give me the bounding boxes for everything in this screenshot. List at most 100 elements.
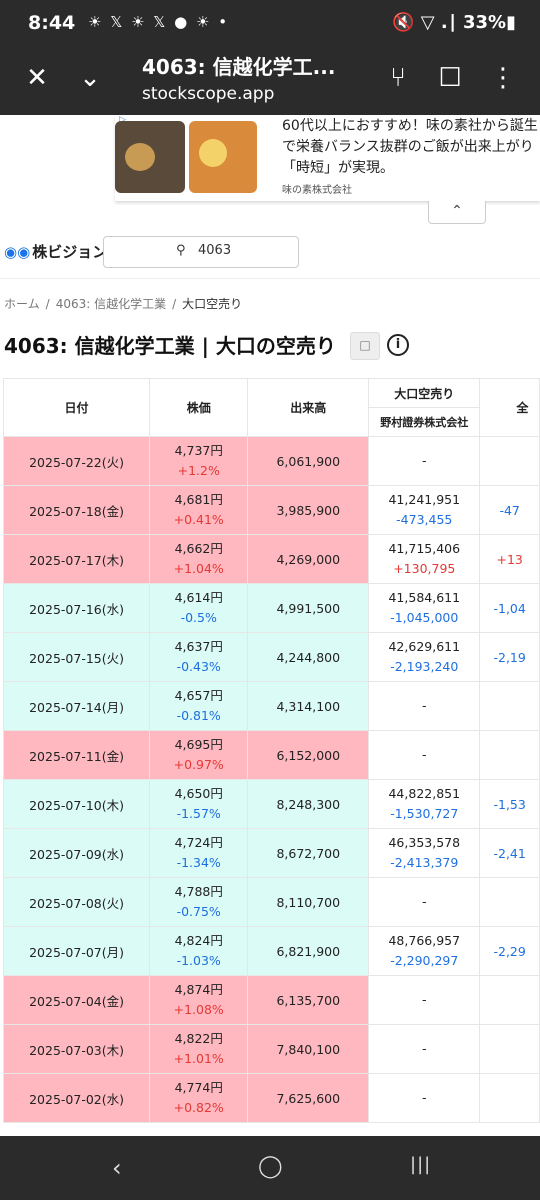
short-selling-table: 日付 株価 出来高 大口空売り 全 野村證券株式会社 2025-07-22(火)…	[2, 378, 540, 1123]
short-balance: -	[422, 698, 427, 713]
price-value: 4,662円	[174, 541, 223, 556]
back-icon[interactable]: ‹	[112, 1154, 122, 1182]
page-url[interactable]: stockscope.app	[142, 84, 275, 104]
breadcrumb-home[interactable]: ホーム	[4, 297, 40, 311]
price-change-pct: -0.5%	[180, 610, 217, 625]
header-date[interactable]: 日付	[2, 378, 151, 437]
cell-next-col	[479, 681, 540, 731]
cell-volume: 6,152,000	[247, 730, 370, 780]
price-change-pct: +1.08%	[173, 1002, 224, 1017]
status-right-icons: 🔇 ▽ .∣ 33%▮	[392, 12, 516, 33]
ad-banner[interactable]: ▷ 60代以上におすすめ！味の素社から誕生 で栄養バランス抜群のご飯が出来上がり…	[115, 115, 540, 201]
cell-date: 2025-07-04(金)	[2, 975, 151, 1025]
more-options-icon[interactable]: ⋮	[490, 63, 516, 93]
price-value: 4,650円	[174, 786, 223, 801]
cell-next-col: -47	[479, 485, 540, 535]
share-icon[interactable]: ⑂	[390, 63, 406, 93]
cell-short: 41,584,611 -1,045,000	[368, 583, 481, 633]
cell-volume: 7,625,600	[247, 1073, 370, 1123]
table-row: 2025-07-02(水) 4,774円 +0.82% 7,625,600 -	[2, 1073, 540, 1123]
page-tab-title: 4063: 信越化学工...	[142, 55, 336, 79]
status-bar: 8:44 ☀ 𝕏 ☀ 𝕏 ● ☀ • 🔇 ▽ .∣ 33%▮	[0, 0, 540, 46]
price-value: 4,724円	[174, 835, 223, 850]
table-row: 2025-07-07(月) 4,824円 -1.03% 6,821,900 48,766…	[2, 926, 540, 976]
bookmark-toggle-icon[interactable]: □	[350, 332, 380, 360]
short-balance: 48,766,957	[388, 933, 461, 948]
header-broker[interactable]: 野村證券株式会社	[368, 407, 481, 437]
price-change-pct: -0.43%	[176, 659, 221, 674]
price-change-pct: +0.97%	[173, 757, 224, 772]
recents-icon[interactable]: |||	[410, 1154, 432, 1175]
cell-short: -	[368, 1073, 481, 1123]
short-change: -2,413,379	[390, 855, 459, 870]
table-row: 2025-07-09(水) 4,724円 -1.34% 8,672,700 46,353…	[2, 828, 540, 878]
short-balance: -	[422, 992, 427, 1007]
short-balance: 41,241,951	[388, 492, 461, 507]
close-icon[interactable]: ✕	[26, 63, 48, 93]
site-logo[interactable]: ◉◉ 株ビジョン	[4, 243, 108, 261]
cell-price: 4,657円 -0.81%	[149, 681, 249, 731]
cell-short: -	[368, 681, 481, 731]
cell-volume: 4,269,000	[247, 534, 370, 584]
price-value: 4,788円	[174, 884, 223, 899]
cell-price: 4,724円 -1.34%	[149, 828, 249, 878]
ad-choices-icon[interactable]: ▷	[119, 115, 126, 125]
home-icon[interactable]: ◯	[258, 1154, 283, 1179]
site-header: ◉◉ 株ビジョン ⚲ 4063	[0, 228, 540, 279]
cell-short: 44,822,851 -1,530,727	[368, 779, 481, 829]
cell-date: 2025-07-11(金)	[2, 730, 151, 780]
cell-date: 2025-07-08(火)	[2, 877, 151, 927]
ad-collapse-button[interactable]: ⌃	[428, 201, 486, 224]
cell-short: 48,766,957 -2,290,297	[368, 926, 481, 976]
cell-price: 4,695円 +0.97%	[149, 730, 249, 780]
cell-price: 4,637円 -0.43%	[149, 632, 249, 682]
cell-volume: 6,135,700	[247, 975, 370, 1025]
cell-next-col	[479, 1073, 540, 1123]
short-balance: 41,584,611	[388, 590, 461, 605]
cell-date: 2025-07-14(月)	[2, 681, 151, 731]
header-price[interactable]: 株価	[149, 378, 249, 437]
table-row: 2025-07-16(水) 4,614円 -0.5% 4,991,500 41,584,…	[2, 583, 540, 633]
cell-short: 41,715,406 +130,795	[368, 534, 481, 584]
breadcrumb-stock[interactable]: 4063: 信越化学工業	[55, 297, 167, 311]
cell-date: 2025-07-22(火)	[2, 436, 151, 486]
cell-next-col	[479, 436, 540, 486]
short-change: -1,045,000	[390, 610, 459, 625]
table-row: 2025-07-14(月) 4,657円 -0.81% 4,314,100 -	[2, 681, 540, 731]
price-change-pct: +1.2%	[177, 463, 220, 478]
system-nav-bar: ‹ ◯ |||	[0, 1136, 540, 1200]
cell-next-col	[479, 877, 540, 927]
cell-next-col	[479, 975, 540, 1025]
bookmark-icon[interactable]: ☐	[438, 63, 462, 93]
ad-line-2: で栄養バランス抜群のご飯が出来上がり	[282, 139, 534, 155]
chevron-down-icon[interactable]: ⌄	[79, 63, 101, 93]
price-value: 4,637円	[174, 639, 223, 654]
info-icon[interactable]: i	[387, 334, 409, 356]
short-balance: 41,715,406	[388, 541, 461, 556]
cell-next-col: -2,29	[479, 926, 540, 976]
cell-price: 4,774円 +0.82%	[149, 1073, 249, 1123]
short-balance: 42,629,611	[388, 639, 461, 654]
price-value: 4,774円	[174, 1080, 223, 1095]
cell-date: 2025-07-15(火)	[2, 632, 151, 682]
cell-next-col: -1,04	[479, 583, 540, 633]
price-change-pct: +1.01%	[173, 1051, 224, 1066]
cell-next-col: -2,19	[479, 632, 540, 682]
cell-volume: 6,061,900	[247, 436, 370, 486]
cell-price: 4,662円 +1.04%	[149, 534, 249, 584]
price-change-pct: -1.03%	[176, 953, 221, 968]
cell-volume: 6,821,900	[247, 926, 370, 976]
short-change: +130,795	[393, 561, 456, 576]
search-input[interactable]: ⚲ 4063	[103, 236, 299, 268]
price-change-pct: +1.04%	[173, 561, 224, 576]
header-volume[interactable]: 出来高	[247, 378, 370, 437]
short-balance: 46,353,578	[388, 835, 461, 850]
cell-short: -	[368, 975, 481, 1025]
price-value: 4,874円	[174, 982, 223, 997]
ad-food-image-1	[115, 121, 185, 193]
cell-short: 41,241,951 -473,455	[368, 485, 481, 535]
cell-short: -	[368, 877, 481, 927]
table-row: 2025-07-18(金) 4,681円 +0.41% 3,985,900 41,241…	[2, 485, 540, 535]
cell-date: 2025-07-16(水)	[2, 583, 151, 633]
table-row: 2025-07-15(火) 4,637円 -0.43% 4,244,800 42,629…	[2, 632, 540, 682]
